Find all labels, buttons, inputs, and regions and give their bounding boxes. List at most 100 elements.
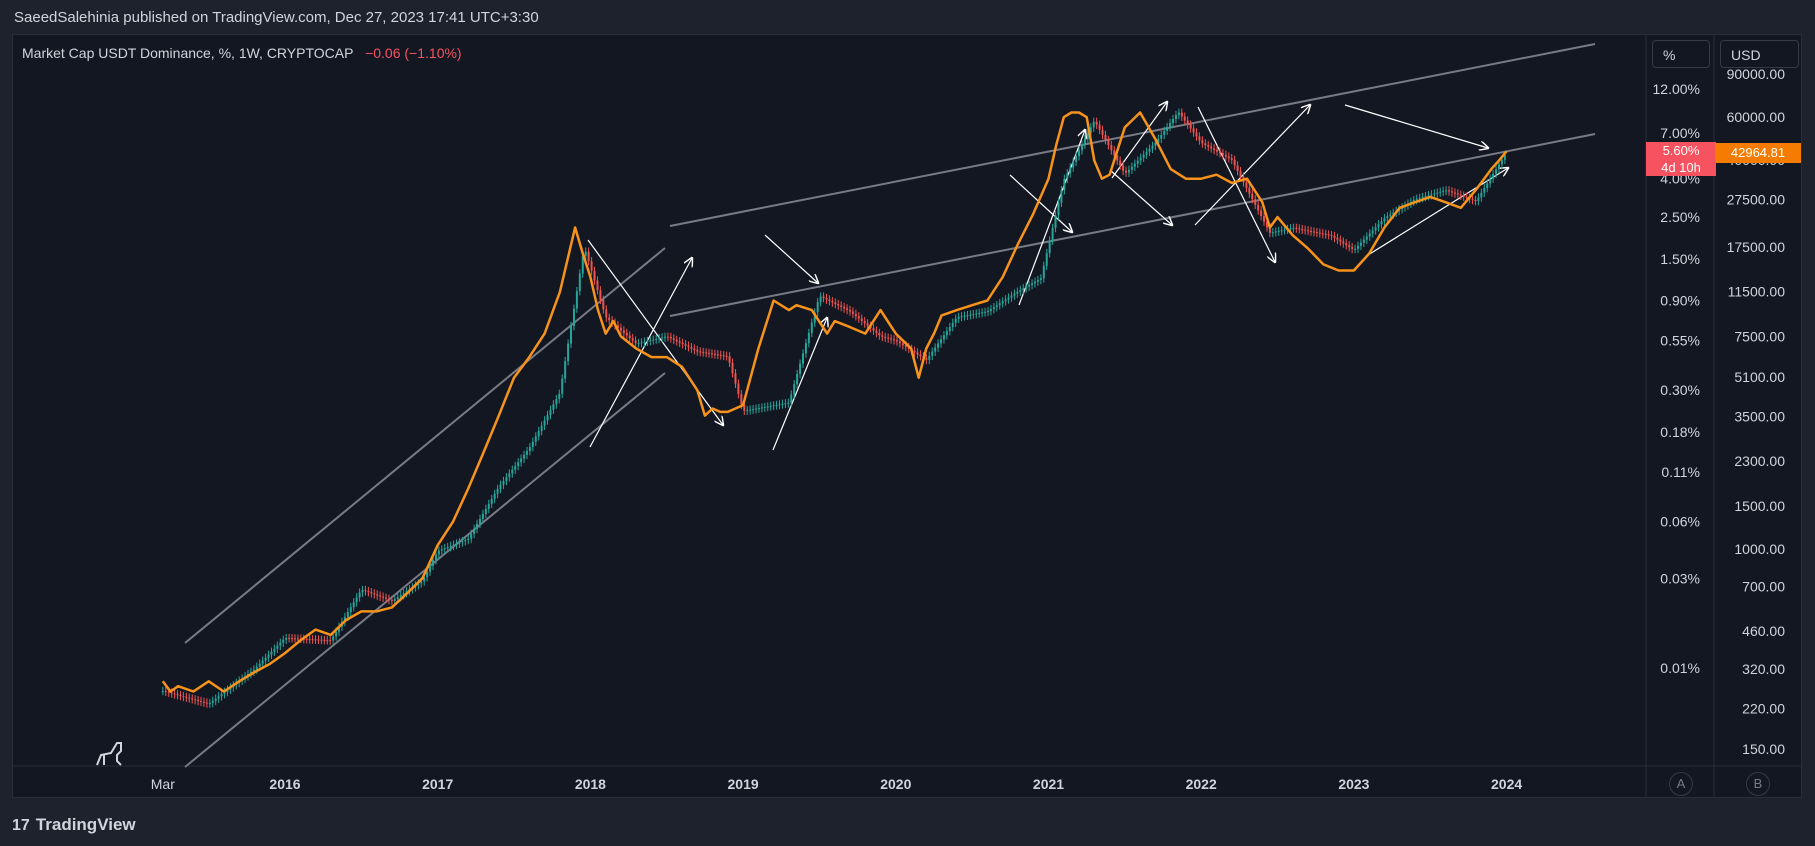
btc-candle	[264, 657, 267, 661]
btc-candle	[335, 631, 338, 637]
btc-candle	[1415, 198, 1418, 201]
btc-candle	[913, 350, 916, 353]
btc-candle	[520, 458, 523, 463]
btc-candle	[1248, 187, 1251, 194]
btc-candle	[602, 299, 605, 310]
btc-candle	[696, 349, 699, 352]
btc-candle	[819, 296, 822, 303]
btc-candle	[1054, 215, 1057, 228]
btc-candle	[1292, 227, 1295, 229]
chart-frame[interactable]	[12, 34, 1802, 798]
usd-tick-label: 460.00	[1742, 623, 1785, 639]
btc-candle	[1351, 247, 1354, 249]
btc-candle	[188, 697, 191, 699]
btc-candle	[1465, 196, 1468, 198]
auto-scale-button[interactable]: A	[1669, 772, 1693, 796]
btc-candle	[678, 341, 681, 343]
annotation-arrow	[1194, 105, 1310, 226]
btc-candle	[1125, 170, 1128, 173]
btc-candle	[420, 581, 423, 584]
btc-candle	[1436, 192, 1439, 194]
log-scale-button[interactable]: B	[1746, 772, 1770, 796]
btc-candle	[960, 316, 963, 318]
btc-candle	[205, 702, 208, 704]
btc-candle	[1177, 112, 1180, 116]
btc-candle	[311, 639, 314, 641]
pct-tick-label: 0.01%	[1660, 660, 1700, 676]
btc-candle	[957, 316, 960, 319]
btc-candle	[972, 314, 975, 316]
annotation-arrow	[1197, 106, 1275, 262]
btc-candle	[995, 305, 998, 308]
btc-candle	[352, 602, 355, 608]
btc-candle	[1380, 221, 1383, 225]
btc-candle	[1462, 195, 1465, 197]
btc-candle	[702, 351, 705, 353]
btc-candle	[364, 590, 367, 592]
btc-candle	[1371, 230, 1374, 234]
btc-candle	[760, 407, 763, 409]
btc-candle	[1133, 163, 1136, 167]
btc-candle	[1016, 291, 1019, 294]
btc-candle	[258, 663, 261, 667]
btc-candle	[481, 513, 484, 519]
countdown-tag: 4d 10h	[1646, 159, 1716, 176]
btc-candle	[793, 384, 796, 395]
btc-candle	[690, 347, 693, 349]
btc-candle	[1107, 140, 1110, 146]
btc-candle	[1450, 191, 1453, 193]
btc-candle	[561, 378, 564, 394]
btc-candle	[637, 343, 640, 345]
btc-candle	[452, 544, 455, 546]
pct-tick-label: 0.55%	[1660, 333, 1700, 349]
btc-candle	[517, 462, 520, 466]
btc-candle	[1119, 160, 1122, 166]
btc-candle	[423, 577, 426, 582]
btc-candle	[884, 336, 887, 338]
btc-candle	[1298, 228, 1301, 230]
btc-candle	[208, 703, 211, 705]
btc-candle	[816, 302, 819, 313]
btc-candle	[1116, 155, 1119, 161]
btc-candle	[1136, 160, 1139, 164]
pct-tick-label: 0.18%	[1660, 424, 1700, 440]
btc-candle	[1312, 231, 1315, 233]
btc-candle	[1066, 173, 1069, 179]
btc-candle	[267, 654, 270, 658]
btc-candle	[898, 341, 901, 344]
btc-candle	[367, 591, 370, 593]
btc-candle	[514, 465, 517, 470]
btc-candle	[675, 339, 678, 342]
btc-candle	[1080, 144, 1083, 151]
btc-candle	[825, 298, 828, 300]
annotation-arrow	[587, 239, 723, 425]
btc-candle	[1095, 121, 1098, 125]
btc-candle	[1486, 183, 1489, 189]
btc-candle	[531, 441, 534, 448]
usd-tick-label: 17500.00	[1727, 239, 1786, 255]
btc-candle	[1075, 156, 1078, 162]
btc-candle	[552, 404, 555, 410]
btc-candle	[989, 309, 992, 312]
btc-candle	[1336, 237, 1339, 240]
percent-scale-button[interactable]: %	[1652, 40, 1710, 68]
usd-tick-label: 220.00	[1742, 701, 1785, 717]
time-tick-label: 2022	[1186, 776, 1217, 792]
btc-candle	[164, 690, 167, 692]
btc-candle	[326, 640, 329, 642]
usd-scale-button[interactable]: USD	[1720, 40, 1799, 68]
btc-candle	[296, 638, 299, 640]
btc-candle	[1301, 229, 1304, 231]
btc-candle	[928, 355, 931, 360]
btc-candle	[1031, 283, 1034, 285]
btc-candle	[1254, 199, 1257, 205]
btc-candle	[925, 358, 928, 360]
btc-candle	[584, 251, 587, 257]
btc-candle	[1480, 192, 1483, 198]
btc-candle	[572, 308, 575, 327]
btc-candle	[1330, 235, 1333, 237]
btc-candle	[658, 338, 661, 340]
btc-candle	[1497, 164, 1500, 170]
btc-candle	[731, 362, 734, 374]
